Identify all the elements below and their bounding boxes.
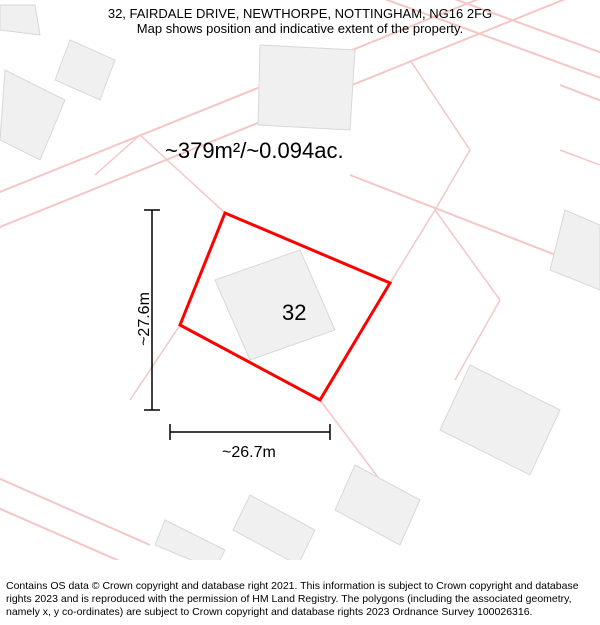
ruler-h: [170, 424, 330, 440]
plot-line: [455, 300, 500, 380]
plot-line: [320, 400, 380, 480]
plot-line: [390, 210, 435, 283]
area-label: ~379m²/~0.094ac.: [165, 138, 344, 164]
width-label: ~26.7m: [222, 444, 276, 462]
map-footer: Contains OS data © Crown copyright and d…: [6, 580, 594, 619]
road-line: [0, 470, 150, 545]
road-line: [560, 85, 600, 108]
building: [55, 40, 115, 100]
map-header: 32, FAIRDALE DRIVE, NEWTHORPE, NOTTINGHA…: [0, 6, 600, 36]
building: [0, 70, 65, 160]
plot-line: [95, 135, 140, 175]
height-label: ~27.6m: [136, 292, 154, 346]
map-title: 32, FAIRDALE DRIVE, NEWTHORPE, NOTTINGHA…: [0, 6, 600, 21]
map-subtitle: Map shows position and indicative extent…: [0, 21, 600, 36]
building: [258, 45, 355, 130]
plot-line: [410, 60, 470, 150]
building: [155, 520, 225, 560]
building: [550, 210, 600, 290]
plot-line: [435, 210, 500, 300]
plot-line: [435, 150, 470, 210]
map-svg: [0, 0, 600, 560]
plot-number-label: 32: [282, 300, 306, 326]
building: [440, 365, 560, 475]
building-inside: [215, 250, 335, 360]
plot-line: [560, 150, 600, 165]
building: [233, 495, 315, 560]
building: [335, 465, 420, 545]
